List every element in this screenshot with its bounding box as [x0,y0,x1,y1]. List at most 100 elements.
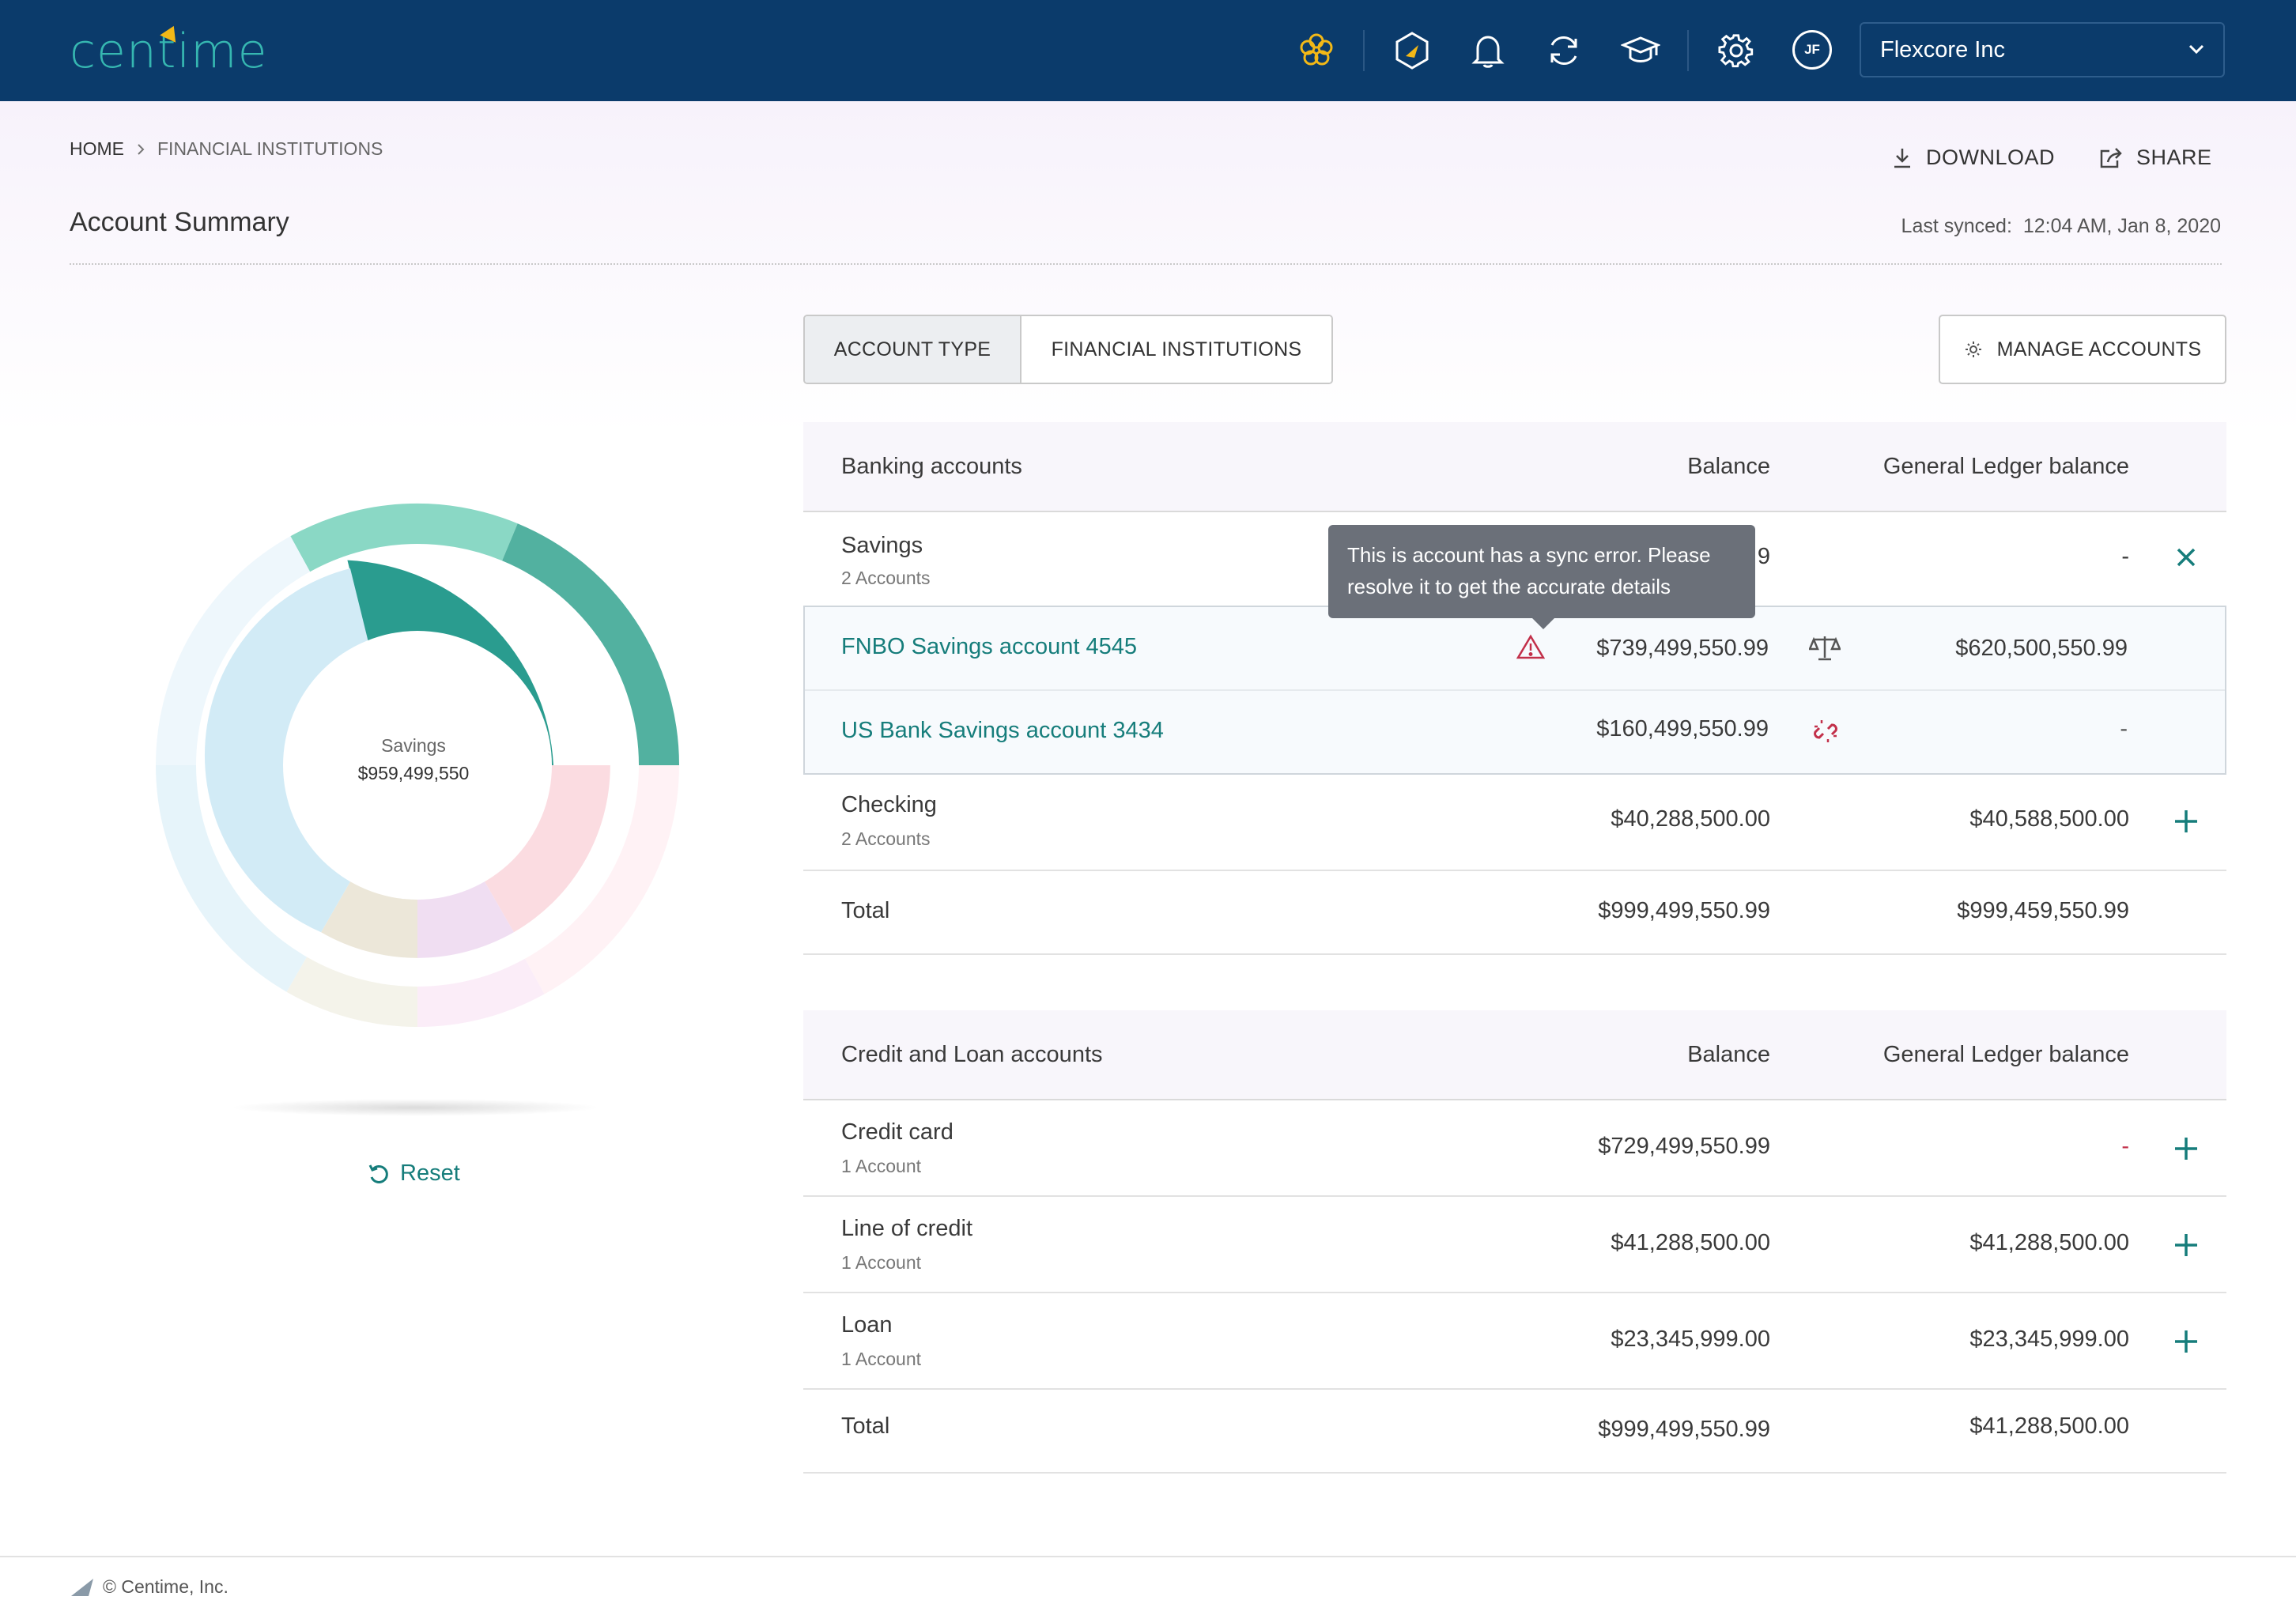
account-gl-balance: - [2120,716,2128,742]
table-row-total: Total $999,499,550.99 $999,459,550.99 [803,871,2226,955]
row-balance: 9 [1757,544,1770,569]
row-balance: $23,345,999.00 [1611,1327,1770,1352]
row-balance: $999,499,550.99 [1598,898,1770,923]
donut-shadow [229,1099,601,1116]
row-account-count: 2 Accounts [841,568,931,588]
collapse-close-icon[interactable] [2173,544,2200,571]
share-button[interactable]: SHARE [2098,145,2212,170]
table-row-checking[interactable]: Checking 2 Accounts $40,288,500.00 $40,5… [803,775,2226,871]
donut-center-category: Savings [381,735,446,756]
account-gl-balance: $620,500,550.99 [1955,636,2128,661]
manage-accounts-label: MANAGE ACCOUNTS [1996,338,2202,360]
flower-icon[interactable] [1293,28,1339,74]
column-header-balance: Balance [1687,1041,1770,1067]
header-divider [70,263,2222,265]
donut-center-value: $959,499,550 [357,763,470,783]
sync-error-tooltip: This is account has a sync error. Please… [1328,525,1755,629]
reset-button[interactable]: Reset [367,1160,460,1187]
row-account-count: 1 Account [841,1156,922,1176]
expand-plus-icon[interactable] [2173,1328,2200,1355]
centime-mark-icon [71,1578,93,1596]
account-type-donut-chart[interactable] [149,496,686,1034]
user-avatar[interactable]: JF [1792,30,1832,70]
scale-icon[interactable] [1808,634,1841,665]
company-selector[interactable]: Flexcore Inc [1860,22,2225,77]
table-row-total: Total $999,499,550.99 $41,288,500.00 [803,1390,2226,1474]
page-title: Account Summary [70,207,289,237]
gear-icon [1965,342,1981,357]
column-header-gl-balance: General Ledger balance [1882,1041,2129,1067]
account-link[interactable]: FNBO Savings account 4545 [841,634,1137,659]
warning-icon[interactable] [1516,634,1546,663]
breadcrumb-home[interactable]: HOME [70,138,124,159]
table-row-savings[interactable]: Savings 2 Accounts 9 - [803,512,2226,606]
copyright-text: © Centime, Inc. [103,1576,228,1597]
donut-outer-segment[interactable] [156,765,307,992]
gear-icon[interactable] [1713,28,1759,74]
column-header-credit-loan-accounts: Credit and Loan accounts [841,1041,1103,1067]
row-balance: $40,288,500.00 [1611,806,1770,832]
share-icon [2100,147,2122,168]
expand-plus-icon[interactable] [2173,808,2200,835]
download-label: DOWNLOAD [1926,145,2056,169]
row-name: Total [841,1413,890,1439]
donut-outer-segment[interactable] [502,523,679,765]
row-name: Loan [841,1312,893,1338]
row-name: Line of credit [841,1216,973,1241]
expand-plus-icon[interactable] [2173,1232,2200,1259]
row-name: Total [841,898,890,923]
toolbar-divider [1687,30,1689,71]
donut-outer-segment[interactable] [286,957,418,1028]
row-balance: $999,499,550.99 [1598,1417,1770,1442]
table-row-us-bank-savings[interactable]: US Bank Savings account 3434 $160,499,55… [805,691,2225,773]
row-gl-balance: $23,345,999.00 [1969,1327,2129,1352]
top-navigation-bar: centime JF Flexcore In [0,0,2296,101]
row-balance: $41,288,500.00 [1611,1230,1770,1255]
account-balance: $739,499,550.99 [1596,636,1769,661]
tab-account-type[interactable]: ACCOUNT TYPE [805,316,1021,383]
download-button[interactable]: DOWNLOAD [1891,145,2055,170]
credit-table-header: Credit and Loan accounts Balance General… [803,1010,2226,1100]
compass-badge-icon[interactable] [1389,28,1435,74]
sync-icon[interactable] [1541,28,1587,74]
donut-outer-segment[interactable] [155,536,311,765]
column-header-balance: Balance [1687,453,1770,479]
download-icon [1894,148,1910,168]
account-link[interactable]: US Bank Savings account 3434 [841,718,1164,743]
row-gl-balance: $40,588,500.00 [1969,806,2129,832]
share-label: SHARE [2136,145,2212,169]
row-name: Savings [841,533,923,558]
column-header-gl-balance: General Ledger balance [1882,453,2129,479]
column-header-banking-accounts: Banking accounts [841,453,1022,479]
graduation-cap-icon[interactable] [1618,28,1663,74]
donut-outer-segment[interactable] [524,765,679,994]
row-name: Credit card [841,1119,954,1145]
savings-accounts-panel: FNBO Savings account 4545 $739,499,550.9… [803,606,2226,775]
table-row-credit-card[interactable]: Credit card 1 Account $729,499,550.99 - [803,1100,2226,1197]
donut-outer-segment[interactable] [417,958,545,1027]
tab-financial-institutions[interactable]: FINANCIAL INSTITUTIONS [1021,316,1331,383]
reset-icon [368,1164,388,1183]
manage-accounts-button[interactable]: MANAGE ACCOUNTS [1939,315,2226,384]
footer-divider [0,1556,2296,1557]
table-row-loan[interactable]: Loan 1 Account $23,345,999.00 $23,345,99… [803,1293,2226,1390]
row-gl-balance: $41,288,500.00 [1969,1413,2129,1439]
table-row-line-of-credit[interactable]: Line of credit 1 Account $41,288,500.00 … [803,1197,2226,1293]
bell-icon[interactable] [1465,28,1511,74]
donut-outer-segment[interactable] [290,503,518,572]
breadcrumb-current: FINANCIAL INSTITUTIONS [157,138,383,159]
last-synced-value: 12:04 AM, Jan 8, 2020 [2022,215,2221,237]
row-balance: $729,499,550.99 [1598,1134,1770,1159]
expand-plus-icon[interactable] [2173,1135,2200,1162]
credit-loan-accounts-table: Credit and Loan accounts Balance General… [803,1010,2226,1474]
banking-accounts-table: Banking accounts Balance General Ledger … [803,422,2226,955]
chevron-right-icon [138,143,145,155]
banking-table-header: Banking accounts Balance General Ledger … [803,422,2226,512]
table-row-fnbo-savings[interactable]: FNBO Savings account 4545 $739,499,550.9… [805,607,2225,691]
row-gl-balance: $41,288,500.00 [1969,1230,2129,1255]
broken-link-icon[interactable] [1812,718,1839,749]
company-name: Flexcore Inc [1880,36,2005,62]
donut-center-label: Savings $959,499,550 [275,735,552,784]
last-synced-label: Last synced: [1901,215,2012,237]
centime-logo[interactable]: centime [70,24,268,79]
